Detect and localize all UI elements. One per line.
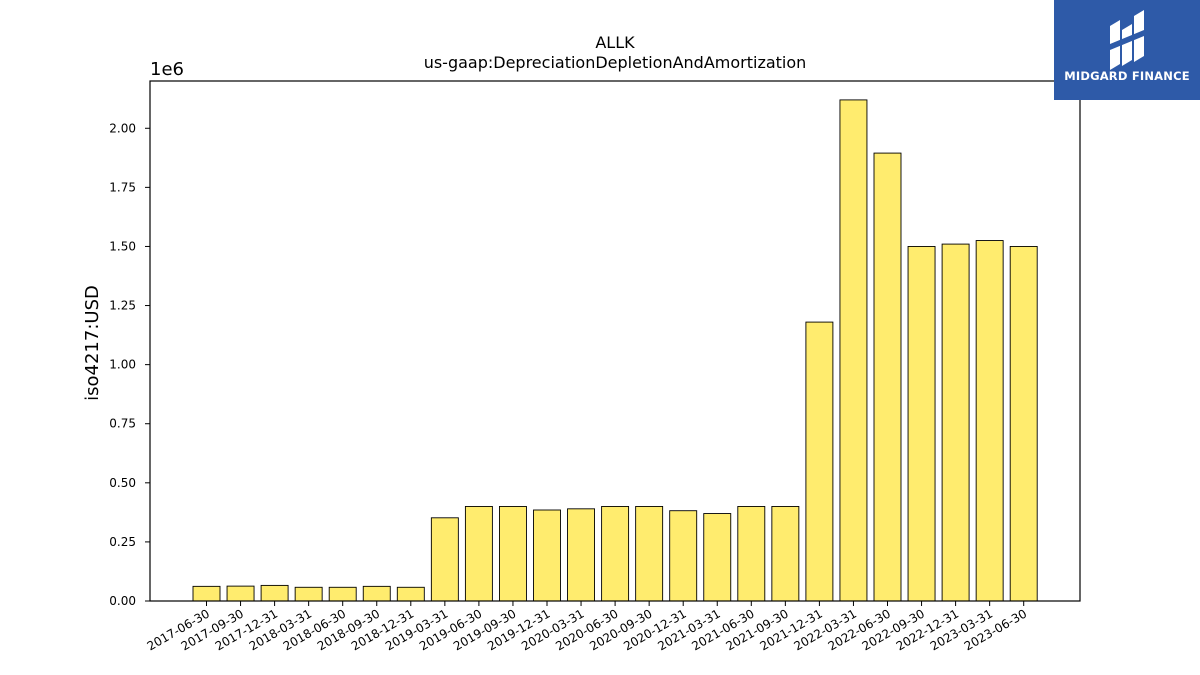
bar-2018-09-30 bbox=[362, 585, 391, 602]
bar-2018-03-31 bbox=[294, 586, 323, 602]
bar-2022-09-30 bbox=[907, 245, 936, 602]
y-tick-label: 1.25 bbox=[109, 299, 136, 313]
bars-group bbox=[192, 99, 1038, 602]
bar-2021-03-31 bbox=[703, 513, 732, 602]
bar-2023-03-31 bbox=[975, 240, 1004, 602]
bar-2021-09-30 bbox=[771, 506, 800, 602]
bar-2023-06-30 bbox=[1009, 245, 1038, 602]
chart-subtitle: us-gaap:DepreciationDepletionAndAmortiza… bbox=[424, 53, 807, 72]
bar-2022-12-31 bbox=[941, 243, 970, 602]
y-tick-label: 1.75 bbox=[109, 180, 136, 194]
bar-2021-06-30 bbox=[737, 506, 766, 602]
bar-2020-03-31 bbox=[567, 508, 595, 602]
bar-2020-12-31 bbox=[669, 510, 698, 602]
bar-2019-06-30 bbox=[464, 506, 493, 602]
y-tick-label: 0.25 bbox=[109, 535, 136, 549]
x-axis: 2017-06-302017-09-302017-12-312018-03-31… bbox=[145, 601, 1029, 653]
y-tick-label: 0.00 bbox=[109, 594, 136, 608]
bar-2018-12-31 bbox=[396, 586, 425, 602]
y-axis: 0.00 0.25 0.50 0.75 1.00 1.25 1.50 1.75 2.00 bbox=[109, 121, 150, 608]
bar-2017-09-30 bbox=[226, 585, 255, 602]
bar-2021-12-31 bbox=[805, 321, 834, 602]
y-tick-label: 0.75 bbox=[109, 417, 136, 431]
y-tick-label: 1.00 bbox=[109, 358, 136, 372]
bar-2019-09-30 bbox=[499, 506, 527, 602]
plot-frame bbox=[149, 80, 1081, 602]
bar-2019-12-31 bbox=[533, 509, 561, 602]
y-tick-label: 0.50 bbox=[109, 476, 136, 490]
midgard-logo-icon bbox=[1110, 10, 1144, 70]
bar-2018-06-30 bbox=[328, 586, 357, 602]
bar-2022-03-31 bbox=[839, 99, 868, 602]
logo-text: MIDGARD FINANCE bbox=[1064, 69, 1190, 83]
bar-2017-06-30 bbox=[192, 585, 221, 602]
y-axis-label: iso4217:USD bbox=[82, 285, 103, 401]
bar-2022-06-30 bbox=[873, 152, 902, 602]
bar-2020-09-30 bbox=[635, 506, 664, 602]
y-tick-label: 2.00 bbox=[109, 121, 136, 135]
bar-2019-03-31 bbox=[430, 517, 459, 602]
midgard-finance-logo: MIDGARD FINANCE bbox=[1054, 0, 1200, 100]
y-tick-label: 1.50 bbox=[109, 239, 136, 253]
bar-2020-06-30 bbox=[601, 506, 630, 602]
chart-title: ALLK bbox=[595, 33, 635, 52]
bar-2017-12-31 bbox=[260, 584, 289, 602]
y-scale-label: 1e6 bbox=[150, 59, 184, 80]
